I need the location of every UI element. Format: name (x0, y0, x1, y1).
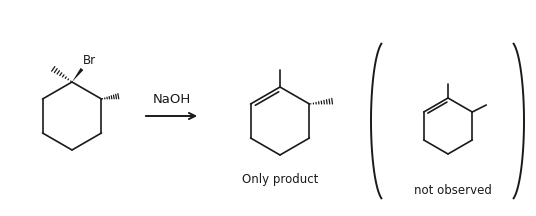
Text: Br: Br (83, 54, 96, 67)
Text: Only product: Only product (242, 173, 318, 186)
Text: not observed: not observed (414, 184, 492, 197)
Polygon shape (72, 68, 84, 82)
Text: NaOH: NaOH (152, 93, 191, 106)
